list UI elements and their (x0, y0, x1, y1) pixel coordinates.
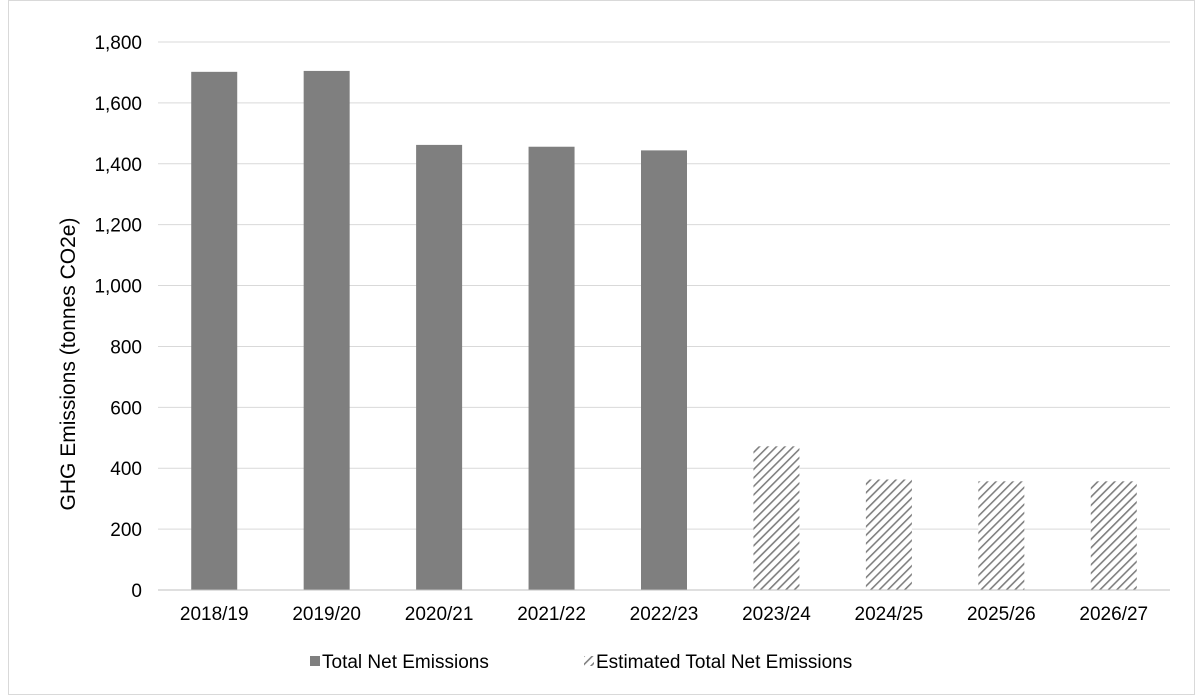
y-tick-label: 1,800 (94, 33, 142, 54)
y-tick-label: 200 (110, 520, 142, 541)
bar-total-net-emissions (303, 70, 350, 590)
y-tick-label: 600 (110, 398, 142, 419)
legend-swatch-estimated-total-net-emissions (584, 656, 594, 666)
y-tick-label: 1,200 (94, 216, 142, 237)
x-axis: 2018/19 2019/20 2020/21 2021/22 2022/23 2023/… (158, 589, 1170, 625)
legend: Total Net Emissions Estimated Total Net … (310, 652, 852, 673)
x-tick-label: 2023/24 (742, 604, 811, 625)
y-tick-label: 400 (110, 459, 142, 480)
legend-swatch-total-net-emissions (310, 656, 320, 666)
y-tick-label: 800 (110, 337, 142, 358)
y-axis-title: GHG Emissions (tonnes CO2e) (57, 218, 80, 511)
y-tick-label: 1,600 (94, 94, 142, 115)
x-tick-label: 2025/26 (967, 604, 1036, 625)
bar-total-net-emissions (191, 71, 238, 590)
x-tick-label: 2022/23 (630, 604, 699, 625)
x-tick-label: 2021/22 (517, 604, 586, 625)
x-tick-label: 2019/20 (292, 604, 361, 625)
y-tick-label: 1,000 (94, 277, 142, 298)
x-tick-label: 2018/19 (180, 604, 249, 625)
x-tick-label: 2024/25 (855, 604, 924, 625)
bar-estimated-total-net-emissions (978, 481, 1025, 590)
bars (191, 70, 1137, 591)
y-axis: 0 200 400 600 800 1,000 1,200 1,400 1,600 1,800 (94, 33, 142, 602)
x-tick-label: 2026/27 (1079, 604, 1148, 625)
y-tick-label: 1,400 (94, 155, 142, 176)
bar-total-net-emissions (641, 150, 687, 591)
y-tick-label: 0 (131, 581, 142, 602)
bar-estimated-total-net-emissions (865, 479, 912, 590)
bar-estimated-total-net-emissions (1090, 481, 1137, 590)
bar-estimated-total-net-emissions (753, 446, 800, 590)
bar-total-net-emissions (528, 146, 575, 590)
bar-total-net-emissions (416, 144, 463, 590)
legend-label-total-net-emissions: Total Net Emissions (322, 652, 489, 673)
legend-label-estimated-total-net-emissions: Estimated Total Net Emissions (596, 652, 852, 673)
x-tick-label: 2020/21 (405, 604, 474, 625)
